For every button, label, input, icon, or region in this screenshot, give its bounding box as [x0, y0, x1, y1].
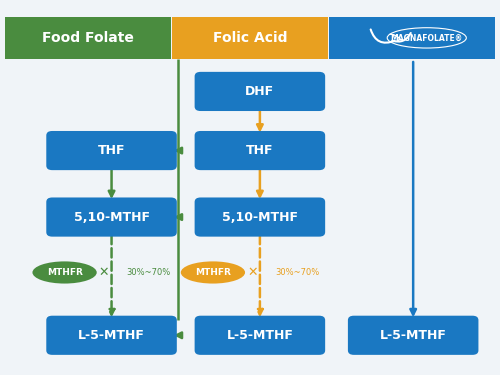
Text: L-5-MTHF: L-5-MTHF [380, 329, 446, 342]
Ellipse shape [32, 261, 96, 284]
Text: L-5-MTHF: L-5-MTHF [226, 329, 294, 342]
FancyBboxPatch shape [194, 316, 325, 355]
Text: L-5-MTHF: L-5-MTHF [78, 329, 145, 342]
Text: THF: THF [98, 144, 126, 157]
Text: ✕: ✕ [99, 266, 110, 279]
Text: THF: THF [246, 144, 274, 157]
Text: ✕: ✕ [247, 266, 258, 279]
FancyBboxPatch shape [5, 16, 171, 59]
Ellipse shape [181, 261, 245, 284]
Text: MTHFR: MTHFR [46, 268, 82, 277]
FancyBboxPatch shape [348, 316, 478, 355]
Text: MAGNAFOLATE®: MAGNAFOLATE® [390, 33, 463, 42]
FancyBboxPatch shape [194, 131, 325, 170]
Text: 30%~70%: 30%~70% [126, 268, 171, 277]
FancyBboxPatch shape [194, 72, 325, 111]
Text: Folic Acid: Folic Acid [213, 31, 287, 45]
Text: Food Folate: Food Folate [42, 31, 134, 45]
FancyBboxPatch shape [194, 198, 325, 237]
FancyBboxPatch shape [329, 16, 495, 59]
Text: 5,10-MTHF: 5,10-MTHF [222, 210, 298, 224]
Text: 5,10-MTHF: 5,10-MTHF [74, 210, 150, 224]
FancyBboxPatch shape [46, 316, 177, 355]
Text: MTHFR: MTHFR [195, 268, 231, 277]
FancyBboxPatch shape [46, 198, 177, 237]
FancyBboxPatch shape [46, 131, 177, 170]
Text: 30%~70%: 30%~70% [275, 268, 319, 277]
FancyBboxPatch shape [172, 16, 328, 59]
Text: DHF: DHF [246, 85, 274, 98]
